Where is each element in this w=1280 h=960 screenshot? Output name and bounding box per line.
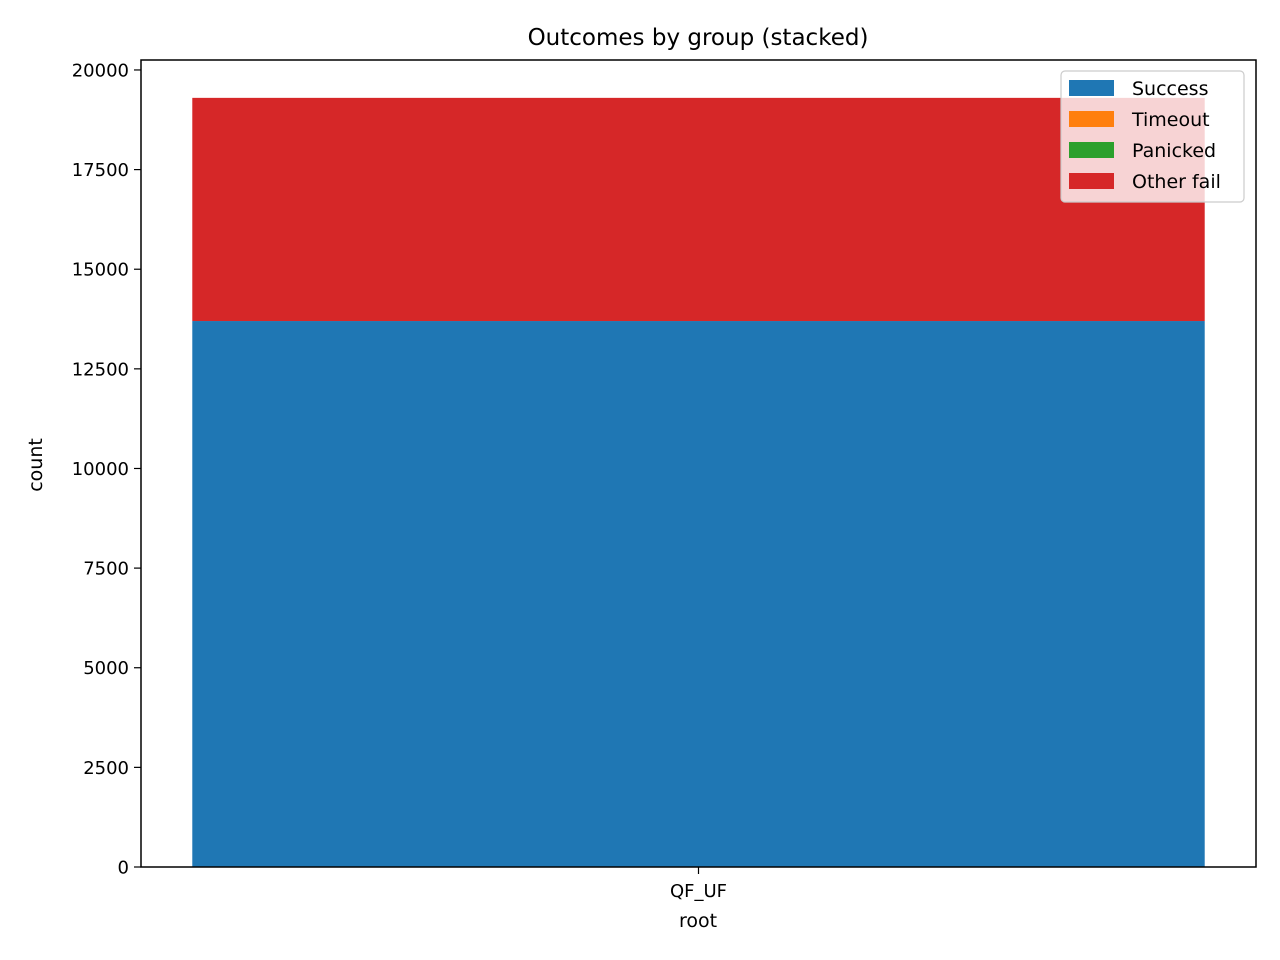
legend-swatch-other-fail bbox=[1069, 173, 1114, 189]
x-tick-label-0: QF_UF bbox=[670, 881, 727, 902]
legend-label-other-fail: Other fail bbox=[1132, 171, 1221, 193]
legend-label-timeout: Timeout bbox=[1131, 109, 1210, 131]
legend-frame bbox=[1060, 70, 1245, 203]
y-tick-label-3: 7500 bbox=[83, 559, 129, 580]
y-tick-label-6: 15000 bbox=[72, 260, 129, 281]
y-tick-label-5: 12500 bbox=[72, 359, 129, 380]
bar-group bbox=[192, 97, 1205, 867]
legend-label-success: Success bbox=[1132, 78, 1208, 100]
y-tick-label-8: 20000 bbox=[72, 60, 129, 81]
legend-swatch-success bbox=[1069, 80, 1114, 96]
bar-success-0 bbox=[192, 321, 1205, 867]
x-axis: QF_UF bbox=[670, 867, 727, 902]
y-tick-label-0: 0 bbox=[118, 858, 129, 879]
legend-swatch-timeout bbox=[1069, 111, 1114, 127]
y-axis-label: count bbox=[25, 438, 47, 492]
bar-other-fail-0 bbox=[192, 97, 1205, 322]
legend-label-panicked: Panicked bbox=[1132, 140, 1216, 162]
y-axis: 0 2500 5000 7500 10000 12500 15000 17500 20000 bbox=[72, 60, 141, 879]
legend: Success Timeout Panicked Other fail bbox=[1060, 70, 1245, 203]
chart-title: Outcomes by group (stacked) bbox=[528, 25, 869, 51]
y-tick-label-2: 5000 bbox=[83, 658, 129, 679]
y-tick-label-4: 10000 bbox=[72, 459, 129, 480]
x-axis-label: root bbox=[679, 910, 717, 932]
legend-swatch-panicked bbox=[1069, 142, 1114, 158]
y-tick-label-7: 17500 bbox=[72, 160, 129, 181]
y-tick-label-1: 2500 bbox=[83, 758, 129, 779]
